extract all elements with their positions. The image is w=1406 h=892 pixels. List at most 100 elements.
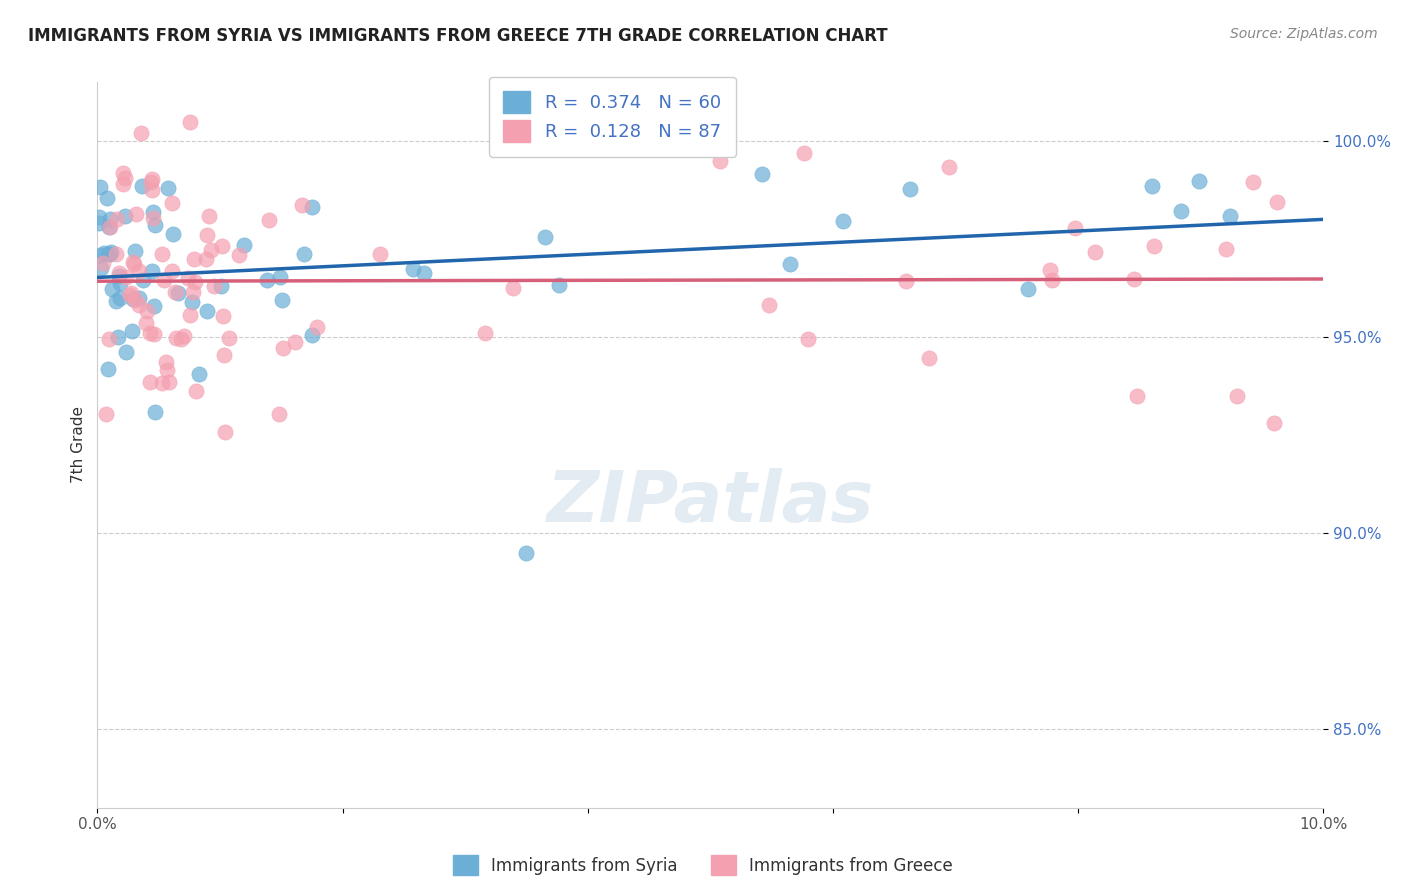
Point [177, 271, 200, 285]
Point [121, 324, 143, 338]
Point [94, 407, 117, 421]
Point [120, 288, 142, 302]
Point [1123, 272, 1146, 286]
Point [256, 273, 278, 287]
Point [292, 247, 315, 261]
Point [111, 166, 134, 180]
Point [257, 213, 280, 227]
Point [413, 267, 436, 281]
Point [751, 168, 773, 182]
Point [104, 293, 127, 308]
Point [160, 196, 183, 211]
Point [108, 277, 131, 291]
Point [184, 384, 207, 398]
Point [90, 260, 112, 275]
Point [107, 330, 129, 344]
Point [122, 257, 145, 271]
Point [122, 255, 145, 269]
Point [195, 304, 218, 318]
Point [124, 244, 146, 258]
Point [143, 218, 166, 232]
Point [114, 269, 136, 284]
Point [124, 293, 146, 308]
Point [194, 252, 217, 267]
Y-axis label: 7th Grade: 7th Grade [72, 407, 86, 483]
Point [141, 171, 163, 186]
Point [165, 331, 187, 345]
Point [1188, 174, 1211, 188]
Point [160, 264, 183, 278]
Point [132, 273, 155, 287]
Point [228, 248, 250, 262]
Point [101, 282, 124, 296]
Point [162, 227, 184, 242]
Point [1170, 204, 1192, 219]
Point [202, 279, 225, 293]
Point [1017, 282, 1039, 296]
Point [128, 291, 150, 305]
Point [98, 333, 121, 347]
Point [128, 264, 150, 278]
Point [1226, 389, 1249, 403]
Point [98, 211, 121, 226]
Point [124, 207, 146, 221]
Point [1039, 262, 1062, 277]
Point [1125, 389, 1147, 403]
Point [187, 368, 209, 382]
Point [142, 204, 165, 219]
Point [163, 285, 186, 299]
Point [173, 328, 195, 343]
Point [758, 298, 780, 312]
Point [269, 269, 291, 284]
Point [143, 405, 166, 419]
Point [474, 326, 496, 341]
Point [183, 252, 205, 266]
Point [1142, 179, 1164, 194]
Point [141, 264, 163, 278]
Point [97, 361, 120, 376]
Point [209, 278, 232, 293]
Point [181, 285, 204, 299]
Point [267, 407, 290, 421]
Point [89, 180, 111, 194]
Point [93, 246, 115, 260]
Point [1219, 210, 1241, 224]
Text: Source: ZipAtlas.com: Source: ZipAtlas.com [1230, 27, 1378, 41]
Point [155, 355, 177, 369]
Point [142, 211, 165, 226]
Point [131, 126, 153, 140]
Point [1143, 239, 1166, 253]
Point [211, 238, 233, 252]
Point [305, 320, 328, 334]
Point [98, 219, 121, 234]
Point [120, 286, 142, 301]
Point [131, 179, 153, 194]
Point [301, 328, 323, 343]
Point [87, 210, 110, 224]
Point [100, 245, 122, 260]
Point [218, 331, 240, 345]
Point [90, 248, 112, 262]
Point [105, 211, 128, 226]
Point [139, 376, 162, 390]
Point [107, 266, 129, 280]
Point [141, 176, 163, 190]
Point [108, 291, 131, 305]
Point [793, 145, 815, 160]
Point [533, 230, 555, 244]
Point [1084, 245, 1107, 260]
Point [214, 425, 236, 439]
Point [179, 114, 201, 128]
Point [122, 292, 145, 306]
Point [1040, 273, 1063, 287]
Point [198, 209, 221, 223]
Point [548, 278, 571, 293]
Text: IMMIGRANTS FROM SYRIA VS IMMIGRANTS FROM GREECE 7TH GRADE CORRELATION CHART: IMMIGRANTS FROM SYRIA VS IMMIGRANTS FROM… [28, 27, 887, 45]
Point [401, 262, 423, 277]
Point [179, 308, 201, 322]
Point [114, 210, 136, 224]
Point [115, 344, 138, 359]
Legend: R =  0.374   N = 60, R =  0.128   N = 87: R = 0.374 N = 60, R = 0.128 N = 87 [489, 77, 735, 157]
Point [918, 351, 941, 365]
Point [156, 363, 179, 377]
